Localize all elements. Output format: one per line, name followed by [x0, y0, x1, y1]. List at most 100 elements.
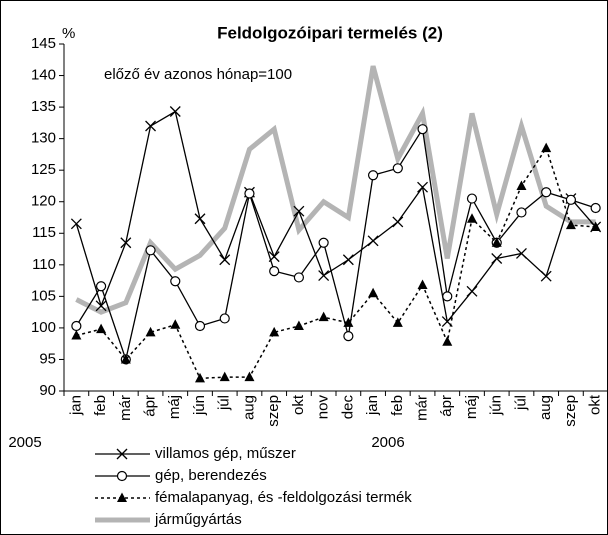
point [541, 142, 552, 153]
point [491, 237, 502, 247]
point [195, 372, 205, 383]
marker-stroke [293, 205, 305, 217]
series-line [75, 127, 596, 362]
point [343, 317, 354, 327]
point [244, 188, 255, 199]
y-tick-label: 135 [31, 98, 56, 115]
x-tick-label: okt [290, 394, 307, 415]
point [70, 218, 82, 230]
point [293, 272, 305, 283]
point [417, 279, 428, 290]
series-line [75, 110, 597, 324]
point [516, 180, 527, 190]
series-line [76, 146, 596, 380]
x-tick-label: jan [364, 395, 381, 416]
x-tick-label: jún [191, 395, 208, 416]
point [491, 253, 503, 264]
y-tick-label: 105 [31, 287, 56, 304]
legend-label: fémalapanyag, és -feldolgozási termék [155, 489, 412, 506]
point [71, 329, 82, 340]
marker-stroke [145, 120, 157, 132]
point [269, 266, 280, 277]
point [293, 205, 305, 217]
marker-stroke [219, 254, 231, 266]
legend-marker [117, 492, 127, 502]
point [392, 163, 403, 174]
y-tick-label: 145 [31, 35, 56, 52]
point [71, 320, 82, 332]
point [194, 320, 206, 332]
x-tick-label: máj [166, 395, 183, 419]
annotation: előző év azonos hónap=100 [104, 66, 292, 83]
year-label: 2005 [8, 434, 41, 451]
legend-marker [116, 470, 128, 482]
marker-stroke [392, 216, 404, 228]
point [540, 270, 552, 282]
x-tick-label: júl [216, 395, 233, 411]
point [145, 245, 156, 256]
y-tick-label: 130 [31, 130, 56, 147]
point [219, 254, 231, 266]
point [590, 202, 601, 214]
x-tick-label: nov [315, 395, 332, 420]
legend-marker [116, 448, 128, 460]
point [343, 331, 354, 342]
marker-stroke [116, 448, 128, 460]
point [120, 237, 132, 249]
x-tick-label: jún [488, 395, 505, 416]
point [95, 300, 107, 312]
point [318, 270, 330, 282]
x-tick-label: aug [537, 395, 554, 420]
x-tick-label: szep [265, 395, 282, 427]
point [417, 181, 429, 193]
x-tick-label: máj [463, 395, 480, 419]
y-tick-label: 110 [32, 256, 56, 273]
point [244, 371, 255, 382]
marker-stroke [466, 285, 478, 297]
point [170, 319, 181, 329]
point [145, 326, 156, 337]
point [219, 313, 230, 324]
point [120, 353, 131, 364]
point [515, 248, 527, 259]
point [392, 317, 403, 327]
point [590, 221, 601, 231]
point [466, 193, 478, 204]
point [516, 207, 527, 218]
point [367, 235, 379, 247]
y-unit: % [62, 25, 75, 42]
y-tick-label: 100 [31, 319, 56, 336]
point [442, 336, 453, 346]
x-tick-label: jan [67, 395, 84, 416]
x-tick-label: dec [339, 395, 356, 420]
marker-stroke [95, 300, 107, 312]
marker-stroke [70, 218, 82, 230]
point [95, 281, 107, 292]
legend-label: járműgyártás [154, 511, 242, 528]
point [170, 276, 181, 287]
y-tick-label: 120 [31, 193, 56, 210]
y-tick-label: 115 [32, 224, 56, 241]
legend-label: gép, berendezés [155, 467, 267, 484]
point [442, 291, 453, 302]
point [541, 187, 552, 198]
x-tick-label: okt [587, 394, 604, 415]
x-tick-label: feb [92, 395, 109, 416]
point [342, 254, 354, 266]
x-tick-label: már [414, 395, 431, 421]
point [169, 106, 181, 117]
point [318, 237, 329, 248]
point [466, 285, 478, 297]
point [565, 194, 577, 205]
x-tick-label: ápr [438, 395, 455, 417]
y-tick-label: 125 [31, 161, 56, 178]
x-tick-label: már [117, 395, 134, 421]
x-tick-label: júl [512, 395, 529, 411]
point [392, 216, 404, 228]
point [467, 213, 477, 223]
point [96, 323, 107, 334]
point [367, 170, 379, 181]
